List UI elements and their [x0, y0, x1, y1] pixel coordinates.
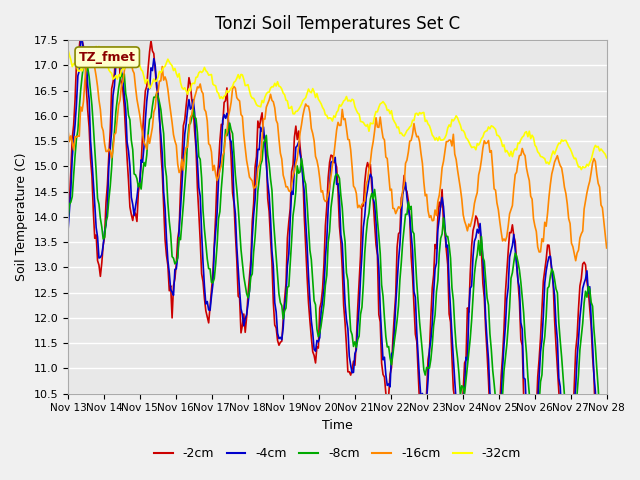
-2cm	[100, 234, 108, 240]
-8cm	[81, 60, 89, 65]
-8cm	[84, 65, 92, 71]
-32cm	[530, 135, 538, 141]
-2cm	[342, 343, 350, 348]
-16cm	[342, 126, 350, 132]
Text: TZ_fmet: TZ_fmet	[79, 51, 136, 64]
-2cm	[84, 107, 92, 113]
-2cm	[77, 30, 84, 36]
-8cm	[342, 270, 350, 276]
-32cm	[95, 44, 103, 49]
-32cm	[577, 167, 585, 172]
Line: -8cm: -8cm	[68, 62, 607, 470]
Line: -32cm: -32cm	[68, 47, 607, 169]
-2cm	[64, 214, 72, 220]
-16cm	[603, 245, 611, 251]
Line: -16cm: -16cm	[68, 57, 607, 261]
X-axis label: Time: Time	[322, 419, 353, 432]
-16cm	[602, 230, 609, 236]
-4cm	[530, 436, 538, 442]
-2cm	[603, 464, 611, 470]
-8cm	[603, 467, 611, 473]
-32cm	[83, 57, 90, 63]
-16cm	[83, 62, 90, 68]
-4cm	[603, 455, 611, 461]
-16cm	[449, 132, 457, 137]
-2cm	[530, 450, 538, 456]
Title: Tonzi Soil Temperatures Set C: Tonzi Soil Temperatures Set C	[215, 15, 460, 33]
-8cm	[600, 452, 607, 458]
-32cm	[602, 151, 609, 157]
-8cm	[64, 217, 72, 223]
-32cm	[100, 61, 108, 67]
-32cm	[342, 94, 350, 99]
-8cm	[100, 235, 108, 240]
-4cm	[84, 83, 92, 89]
-4cm	[78, 37, 86, 43]
-4cm	[64, 228, 72, 234]
-16cm	[88, 54, 96, 60]
-8cm	[530, 420, 538, 426]
-16cm	[64, 128, 72, 133]
-16cm	[572, 258, 580, 264]
-4cm	[602, 476, 609, 480]
Y-axis label: Soil Temperature (C): Soil Temperature (C)	[15, 153, 28, 281]
Line: -4cm: -4cm	[68, 40, 607, 480]
Line: -2cm: -2cm	[68, 33, 607, 480]
-32cm	[449, 118, 457, 124]
-4cm	[342, 317, 350, 323]
-8cm	[449, 297, 457, 303]
-32cm	[603, 155, 611, 161]
-4cm	[100, 228, 108, 234]
-2cm	[449, 386, 457, 392]
-16cm	[100, 141, 108, 146]
-32cm	[64, 47, 72, 53]
Legend: -2cm, -4cm, -8cm, -16cm, -32cm: -2cm, -4cm, -8cm, -16cm, -32cm	[148, 442, 526, 465]
-4cm	[449, 355, 457, 360]
-16cm	[530, 216, 538, 222]
